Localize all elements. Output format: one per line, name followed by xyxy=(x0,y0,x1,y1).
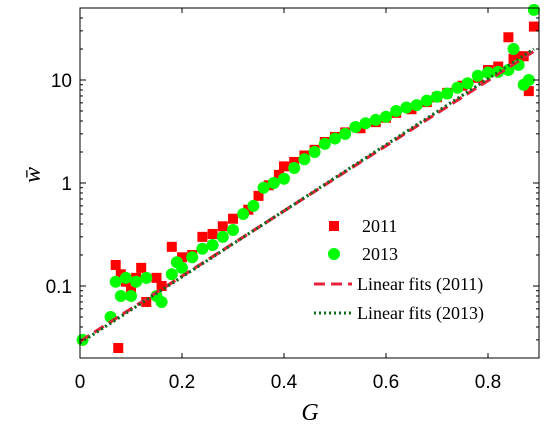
point-2013 xyxy=(257,181,270,194)
point-2013 xyxy=(400,101,413,114)
legend-item-fit-2011: Linear fits (2011) xyxy=(314,274,483,295)
legend-item-fit-2013: Linear fits (2013) xyxy=(314,303,484,324)
x-tick-label: 0.2 xyxy=(169,372,195,393)
legend: 2011 2013 Linear fits (2011) Linear fits… xyxy=(310,213,532,328)
legend-marker-circle xyxy=(328,248,340,260)
point-2011 xyxy=(136,262,147,273)
point-2011 xyxy=(523,86,534,97)
point-2011 xyxy=(508,53,519,64)
point-2011 xyxy=(151,272,162,283)
point-2013 xyxy=(461,77,474,90)
point-2011 xyxy=(217,221,228,232)
axes: 0 0.2 0.4 0.6 0.8 0.1 1 10 xyxy=(46,7,540,393)
point-2013 xyxy=(359,117,372,130)
x-tick-label: 0.6 xyxy=(373,372,399,393)
point-2011 xyxy=(156,281,167,292)
point-2013 xyxy=(298,153,311,166)
point-2013 xyxy=(247,199,260,212)
point-2013 xyxy=(227,223,239,236)
legend-marker-square xyxy=(329,221,339,231)
point-2011 xyxy=(141,296,152,307)
x-tick-label: 0.8 xyxy=(475,372,501,393)
fit-line-overlay xyxy=(79,47,535,345)
legend-label-2011: 2011 xyxy=(362,216,397,236)
point-2013 xyxy=(196,242,209,255)
point-2011 xyxy=(513,51,524,62)
point-2013 xyxy=(410,99,423,112)
point-2013 xyxy=(130,275,143,288)
legend-label-fit-2013: Linear fits (2013) xyxy=(357,303,484,324)
point-2013 xyxy=(119,271,132,284)
legend-label-2013: 2013 xyxy=(362,244,398,264)
point-2011 xyxy=(503,32,514,43)
point-2013 xyxy=(186,251,199,264)
y-tick-label: 1 xyxy=(61,174,72,195)
x-tick-label: 0 xyxy=(75,372,86,393)
point-2013 xyxy=(237,208,250,221)
point-2013 xyxy=(451,81,464,94)
y-tick-label: 0.1 xyxy=(46,277,72,298)
point-2013 xyxy=(267,177,280,189)
point-2011 xyxy=(253,190,264,201)
point-2013 xyxy=(471,69,484,82)
point-2011 xyxy=(166,241,177,252)
point-2011 xyxy=(177,252,187,263)
point-2013 xyxy=(308,145,321,158)
point-2013 xyxy=(527,3,540,16)
point-2013 xyxy=(507,42,520,55)
point-2013 xyxy=(278,172,290,185)
point-2011 xyxy=(197,231,208,242)
point-2013 xyxy=(522,73,535,86)
legend-label-fit-2011: Linear fits (2011) xyxy=(357,274,483,295)
point-2013 xyxy=(329,132,341,145)
point-2011 xyxy=(207,228,218,239)
y-tick-label: 10 xyxy=(51,71,72,92)
point-2013 xyxy=(349,120,362,133)
point-2011 xyxy=(243,204,254,215)
point-2013 xyxy=(339,127,352,140)
point-2013 xyxy=(431,90,443,103)
point-2013 xyxy=(165,268,178,281)
point-2013 xyxy=(176,261,188,274)
point-2013 xyxy=(114,289,127,302)
point-2013 xyxy=(109,275,122,288)
legend-box xyxy=(310,213,532,328)
legend-item-2013: 2013 xyxy=(328,244,398,264)
x-tick-label: 0.4 xyxy=(271,372,298,393)
y-axis-label: w̄ xyxy=(20,167,46,183)
point-2011 xyxy=(528,21,539,32)
point-2013 xyxy=(140,271,153,284)
point-2013 xyxy=(216,230,229,243)
plot-area xyxy=(76,3,540,354)
x-axis-label: G xyxy=(301,400,318,426)
point-2013 xyxy=(390,105,403,118)
point-2011 xyxy=(110,259,121,270)
point-2011 xyxy=(113,343,124,354)
point-2013 xyxy=(155,295,168,308)
point-2011 xyxy=(279,161,289,172)
point-2011 xyxy=(115,269,126,280)
point-2013 xyxy=(420,94,433,107)
point-2013 xyxy=(318,137,331,150)
point-2013 xyxy=(380,110,392,123)
point-2011 xyxy=(273,169,284,180)
legend-item-2011: 2011 xyxy=(329,216,397,236)
point-2013 xyxy=(369,113,382,126)
point-2013 xyxy=(206,239,219,252)
point-2013 xyxy=(125,289,137,302)
point-2013 xyxy=(288,161,301,174)
point-2013 xyxy=(441,87,454,100)
point-2011 xyxy=(228,213,238,224)
